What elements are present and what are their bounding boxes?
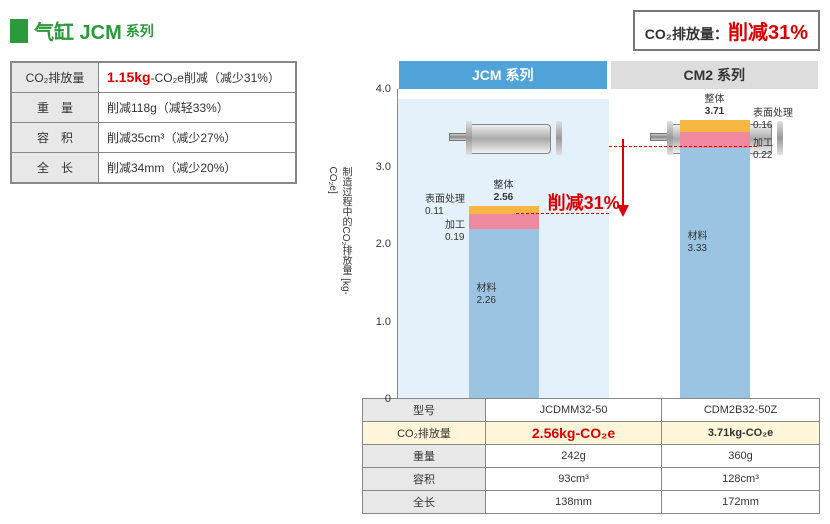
table-row: CO₂排放量 1.15kg-CO₂e削减（减少31%） xyxy=(11,62,296,93)
plot: 削减31% 整体2.56 表面处理0.11加工0.19 材料2.26 xyxy=(397,89,820,399)
cell-cm2: 360g xyxy=(662,445,820,468)
chart-body: 制造过程中的CO₂排放量 [kg-CO₂e] 4.0 3.0 2.0 1.0 0… xyxy=(327,89,820,399)
spec-label: 重 量 xyxy=(11,93,99,123)
data-table: 型号 JCDMM32-50 CDM2B32-50Z CO₂排放量 2.56kg-… xyxy=(362,398,820,514)
reduction-label: 削减31% xyxy=(548,189,620,215)
bar-segment xyxy=(680,148,750,398)
table-row: 重 量 削减118g（减轻33%） xyxy=(11,93,296,123)
bar-segment xyxy=(469,214,539,228)
title-bar: 气缸 JCM 系列 xyxy=(10,16,154,45)
series-header-jcm: JCM 系列 xyxy=(399,61,607,89)
spec-label: 全 长 xyxy=(11,153,99,184)
cell-cm2: 172mm xyxy=(662,491,820,514)
table-row: 容 积 削减35cm³（减少27%） xyxy=(11,123,296,153)
table-row: 重量 242g 360g xyxy=(363,445,820,468)
chart-area: JCM 系列 CM2 系列 制造过程中的CO₂排放量 [kg-CO₂e] 4.0… xyxy=(327,61,820,514)
title-series: 系列 xyxy=(126,21,154,41)
cell-jcm: 138mm xyxy=(486,491,662,514)
cell-jcm: JCDMM32-50 xyxy=(486,399,662,422)
row-label: 全长 xyxy=(363,491,486,514)
content: CO₂排放量 1.15kg-CO₂e削减（减少31%） 重 量 削减118g（减… xyxy=(10,61,820,514)
row-label: 重量 xyxy=(363,445,486,468)
cell-cm2: 128cm³ xyxy=(662,468,820,491)
y-axis: 制造过程中的CO₂排放量 [kg-CO₂e] 4.0 3.0 2.0 1.0 0 xyxy=(327,89,397,399)
table-row: CO₂排放量 2.56kg-CO₂e 3.71kg-CO₂e xyxy=(363,422,820,445)
co2-value: 削减31% xyxy=(728,22,808,44)
segment-label: 材料2.26 xyxy=(477,283,497,307)
segment-label: 加工0.22 xyxy=(753,138,773,162)
cell-jcm: 93cm³ xyxy=(486,468,662,491)
bar-cm2: 整体3.71表面处理0.16加工0.22材料3.33 xyxy=(680,120,750,398)
spec-label: 容 积 xyxy=(11,123,99,153)
segment-label: 加工0.19 xyxy=(445,220,465,244)
series-header-cm2: CM2 系列 xyxy=(611,61,819,89)
row-label: 型号 xyxy=(363,399,486,422)
spec-label: CO₂排放量 xyxy=(11,62,99,93)
bar-segment xyxy=(469,229,539,399)
spec-table: CO₂排放量 1.15kg-CO₂e削减（减少31%） 重 量 削减118g（减… xyxy=(10,61,297,184)
header: 气缸 JCM 系列 CO₂排放量：削减31% xyxy=(10,10,820,51)
table-row: 全 长 削减34mm（减少20%） xyxy=(11,153,296,184)
series-headers: JCM 系列 CM2 系列 xyxy=(397,61,820,89)
cell-cm2: 3.71kg-CO₂e xyxy=(662,422,820,445)
spec-value: 削减35cm³（减少27%） xyxy=(99,123,297,153)
bar-jcm: 整体2.56表面处理0.11加工0.19材料2.26 xyxy=(469,206,539,398)
co2-reduction-box: CO₂排放量：削减31% xyxy=(633,10,820,51)
y-axis-label: 制造过程中的CO₂排放量 [kg-CO₂e] xyxy=(327,167,353,322)
spec-value: 削减34mm（减少20%） xyxy=(99,153,297,184)
table-row: 全长 138mm 172mm xyxy=(363,491,820,514)
cylinder-jcm-icon xyxy=(449,119,559,154)
cell-jcm: 242g xyxy=(486,445,662,468)
segment-label: 表面处理0.11 xyxy=(425,194,465,218)
bar-column-jcm: 整体2.56 表面处理0.11加工0.19 材料2.26 xyxy=(398,99,609,398)
green-block-icon xyxy=(10,19,28,43)
segment-label: 材料3.33 xyxy=(688,231,708,255)
segment-label: 表面处理0.16 xyxy=(753,108,793,132)
title-main: 气缸 JCM xyxy=(34,16,122,45)
table-row: 型号 JCDMM32-50 CDM2B32-50Z xyxy=(363,399,820,422)
bar-column-cm2: 整体3.71表面处理0.16加工0.22材料3.33 xyxy=(609,99,820,398)
left-panel: CO₂排放量 1.15kg-CO₂e削减（减少31%） 重 量 削减118g（减… xyxy=(10,61,297,514)
table-row: 容积 93cm³ 128cm³ xyxy=(363,468,820,491)
spec-value: 削减118g（减轻33%） xyxy=(99,93,297,123)
bar-segment xyxy=(680,120,750,132)
cell-jcm: 2.56kg-CO₂e xyxy=(486,422,662,445)
spec-value: 1.15kg-CO₂e削减（减少31%） xyxy=(99,62,297,93)
row-label: CO₂排放量 xyxy=(363,422,486,445)
cell-cm2: CDM2B32-50Z xyxy=(662,399,820,422)
total-label: 整体2.56 xyxy=(494,180,514,204)
co2-label: CO₂排放量： xyxy=(645,26,728,42)
total-label: 整体3.71 xyxy=(705,94,725,118)
data-table-wrap: 型号 JCDMM32-50 CDM2B32-50Z CO₂排放量 2.56kg-… xyxy=(362,398,820,514)
row-label: 容积 xyxy=(363,468,486,491)
